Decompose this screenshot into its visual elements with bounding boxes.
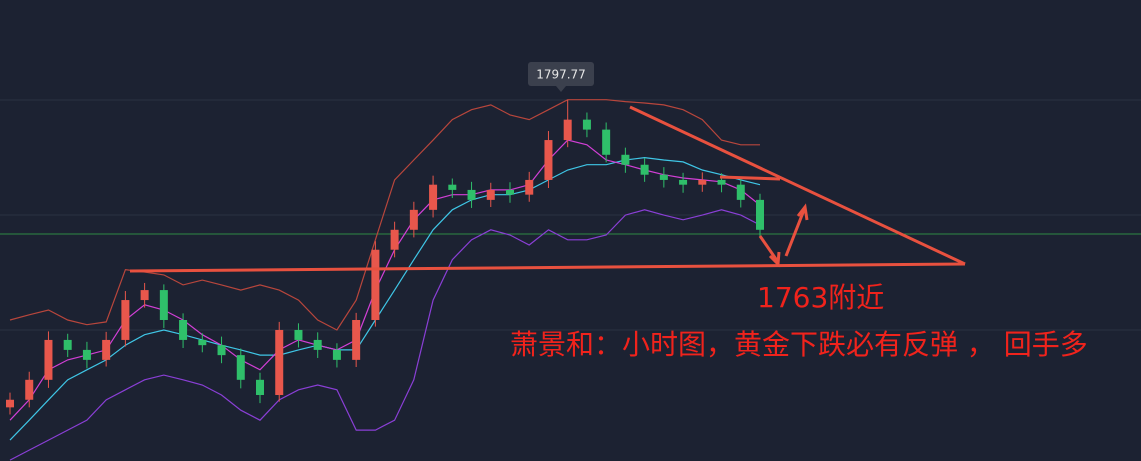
candle-body — [390, 229, 399, 250]
candle-body — [429, 184, 438, 210]
candle-body — [275, 329, 284, 396]
candle-body — [102, 339, 111, 360]
indicator-line — [9, 156, 761, 441]
candle-body — [621, 154, 630, 165]
candle-body — [756, 199, 764, 230]
candle-body — [140, 290, 149, 301]
candle-body — [236, 355, 245, 380]
candle-body — [332, 349, 341, 360]
candle-body — [659, 174, 668, 180]
candle-body — [717, 179, 726, 185]
candle-body — [467, 189, 476, 200]
candle-body — [409, 209, 418, 230]
candle-body — [525, 179, 534, 195]
candle-body — [679, 179, 688, 185]
candle-body — [313, 339, 322, 350]
candle-body — [371, 249, 380, 320]
candle-body — [563, 119, 572, 141]
candle-body — [63, 339, 72, 350]
candle-body — [294, 329, 303, 340]
candle-body — [159, 290, 168, 320]
candle-body — [486, 189, 495, 200]
candle-body — [506, 189, 514, 195]
candle-body — [582, 119, 591, 130]
plot — [6, 99, 764, 461]
candle-body — [44, 339, 53, 380]
candle-body — [121, 300, 130, 340]
candle-body — [25, 379, 34, 400]
candle-body — [352, 319, 361, 360]
candle-body — [6, 399, 14, 408]
candle-body — [544, 140, 553, 180]
candle-body — [602, 129, 611, 155]
candle-body — [179, 319, 188, 340]
high-label: 1797.77 — [536, 68, 586, 82]
support-label: 1763附近 — [757, 281, 885, 314]
candle-body — [640, 164, 649, 175]
comment: 萧景和：小时图，黄金下跌必有反弹 ， 回手多 — [510, 328, 1088, 361]
candle-body — [217, 345, 226, 356]
candle-body — [736, 184, 745, 200]
candle-body — [82, 349, 91, 360]
candle-body — [198, 339, 207, 346]
candle-body — [448, 184, 457, 190]
candle-body — [698, 179, 707, 185]
indicator-line — [9, 209, 761, 461]
trend-lines — [129, 105, 966, 273]
candle-body — [256, 379, 264, 396]
price-tag: 1797.77 — [528, 62, 594, 92]
